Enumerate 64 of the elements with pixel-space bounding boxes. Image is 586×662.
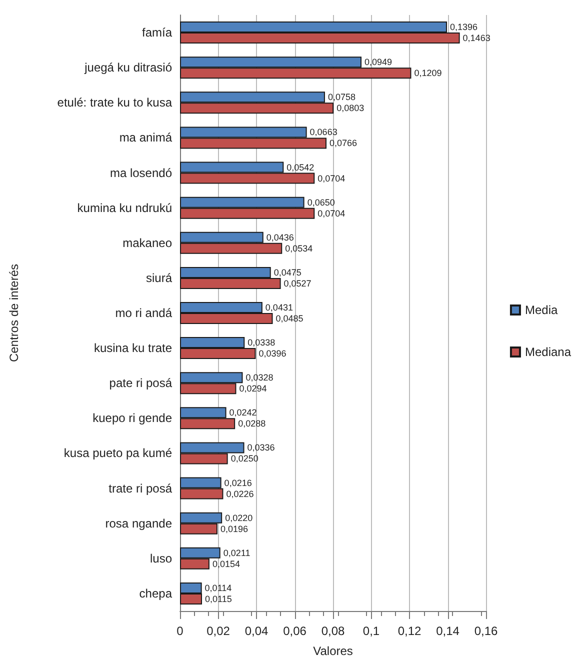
x-tick-label: 0,12: [398, 624, 422, 638]
data-label: 0,1396: [450, 22, 478, 32]
y-tick-label: famía: [142, 26, 172, 40]
y-tick-label: kuepo ri gende: [92, 411, 172, 426]
y-tick-label: pate ri posá: [109, 376, 172, 390]
x-tick-label: 0: [176, 624, 184, 638]
y-tick-label: etulé: trate ku to kusa: [57, 96, 172, 110]
data-label: 0,0485: [276, 314, 304, 324]
data-label: 0,0115: [204, 594, 232, 604]
data-label: 0,0766: [329, 138, 358, 148]
y-tick-label: kumina ku ndrukú: [77, 200, 172, 215]
legend-label: Media: [524, 303, 558, 317]
y-tick-label: juegá ku ditrasió: [84, 60, 172, 75]
x-tick-label: 0,16: [474, 624, 498, 638]
data-label: 0,0294: [239, 384, 267, 394]
data-label: 0,0338: [248, 338, 276, 348]
data-label: 0,0534: [285, 243, 313, 254]
x-tick-label: 0,04: [244, 624, 268, 638]
y-tick-label: mo ri andá: [115, 306, 172, 320]
y-tick-label: chepa: [139, 586, 172, 600]
data-label: 0,0663: [310, 127, 338, 138]
data-label: 0,1209: [414, 68, 442, 78]
data-label: 0,0220: [225, 512, 253, 523]
data-label: 0,0542: [286, 162, 314, 172]
data-label: 0,0396: [258, 348, 286, 359]
y-tick-label: ma animá: [119, 130, 172, 145]
y-axis-title: Centros de interés: [7, 264, 21, 362]
data-label: 0,0216: [224, 478, 252, 488]
data-label: 0,0949: [364, 57, 392, 68]
data-label: 0,0250: [230, 454, 258, 464]
data-label: 0,0211: [223, 548, 250, 558]
data-label: 0,0242: [229, 408, 257, 418]
x-tick-label: 0,02: [206, 624, 230, 638]
y-tick-label: makaneo: [122, 236, 172, 250]
y-tick-label: ma losendó: [110, 166, 172, 180]
data-label: 0,0650: [307, 197, 335, 208]
data-label: 0,0328: [246, 372, 274, 383]
data-label: 0,0436: [266, 232, 294, 242]
data-label: 0,1463: [462, 33, 490, 44]
data-label: 0,0196: [220, 524, 248, 534]
x-tick-label: 0,1: [362, 624, 380, 638]
x-tick-label: 0,08: [321, 624, 345, 638]
data-label: 0,0704: [318, 208, 346, 218]
data-label: 0,0226: [226, 488, 254, 499]
data-label: 0,0336: [247, 442, 275, 453]
data-label: 0,0114: [204, 582, 232, 593]
x-axis-title: Valores: [313, 644, 353, 658]
data-label: 0,0527: [284, 278, 312, 288]
data-label: 0,0154: [212, 558, 240, 569]
data-label: 0,0803: [336, 103, 364, 114]
data-label: 0,0704: [318, 173, 346, 184]
data-label: 0,0288: [238, 418, 266, 429]
y-tick-label: trate ri posá: [108, 481, 172, 496]
y-tick-label: siurá: [146, 270, 172, 285]
x-tick-label: 0,14: [436, 624, 460, 638]
y-tick-label: rosa ngande: [105, 516, 172, 530]
y-tick-label: kusa pueto pa kumé: [64, 446, 172, 460]
y-tick-label: kusina ku trate: [94, 341, 172, 356]
data-label: 0,0758: [328, 92, 356, 102]
x-tick-label: 0,06: [283, 624, 307, 638]
legend-label: Mediana: [524, 345, 572, 359]
y-tick-label: luso: [150, 551, 172, 566]
data-label: 0,0431: [265, 302, 293, 312]
data-label: 0,0475: [274, 267, 302, 278]
